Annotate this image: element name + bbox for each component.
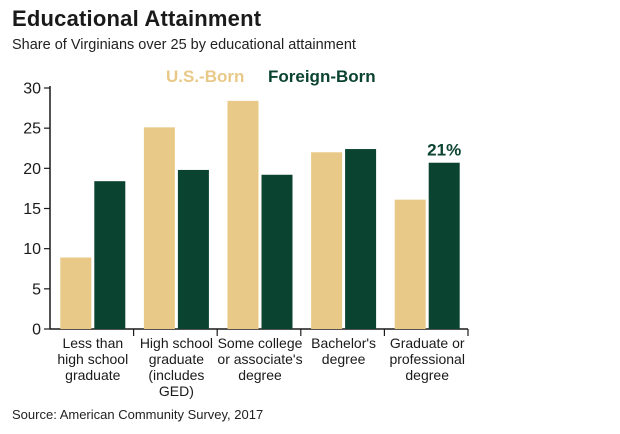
bar-us-born xyxy=(143,127,175,329)
y-tick-label: 25 xyxy=(23,121,41,138)
bar-us-born xyxy=(311,152,343,329)
y-tick-label: 0 xyxy=(32,322,41,339)
chart-title: Educational Attainment xyxy=(12,6,262,31)
y-tick-label: 30 xyxy=(23,81,41,98)
y-tick-label: 10 xyxy=(23,241,41,258)
bar-foreign-born xyxy=(428,162,460,329)
x-category-label: degree xyxy=(238,367,282,383)
x-category-label: high school xyxy=(57,351,128,367)
chart-subtitle: Share of Virginians over 25 by education… xyxy=(12,37,356,53)
bar-foreign-born xyxy=(94,181,126,329)
bar-foreign-born xyxy=(345,149,377,329)
x-category-label: degree xyxy=(322,351,366,367)
x-category-label: GED) xyxy=(159,383,194,399)
y-tick-label: 20 xyxy=(23,161,41,178)
x-category-label: degree xyxy=(405,367,449,383)
x-category-label: professional xyxy=(389,351,465,367)
x-category-label: Bachelor's xyxy=(311,335,376,351)
data-label-annotation: 21% xyxy=(427,141,461,160)
bar-us-born xyxy=(227,100,259,329)
x-category-label: graduate xyxy=(149,351,204,367)
x-category-label: Less than xyxy=(62,335,123,351)
y-tick-label: 5 xyxy=(32,281,41,298)
x-category-label: graduate xyxy=(65,367,120,383)
bar-foreign-born xyxy=(177,169,209,329)
bar-us-born xyxy=(60,257,92,329)
bar-us-born xyxy=(394,199,426,329)
x-category-label: (includes xyxy=(148,367,204,383)
bar-foreign-born xyxy=(261,174,293,329)
x-category-label: or associate's xyxy=(217,351,302,367)
y-tick-label: 15 xyxy=(23,201,41,218)
source-note: Source: American Community Survey, 2017 xyxy=(12,407,264,422)
x-category-label: High school xyxy=(140,335,213,351)
legend-foreign-born: Foreign-Born xyxy=(268,67,376,86)
x-category-label: Some college xyxy=(218,335,303,351)
legend-us-born: U.S.-Born xyxy=(166,67,244,86)
x-category-label: Graduate or xyxy=(390,335,465,351)
